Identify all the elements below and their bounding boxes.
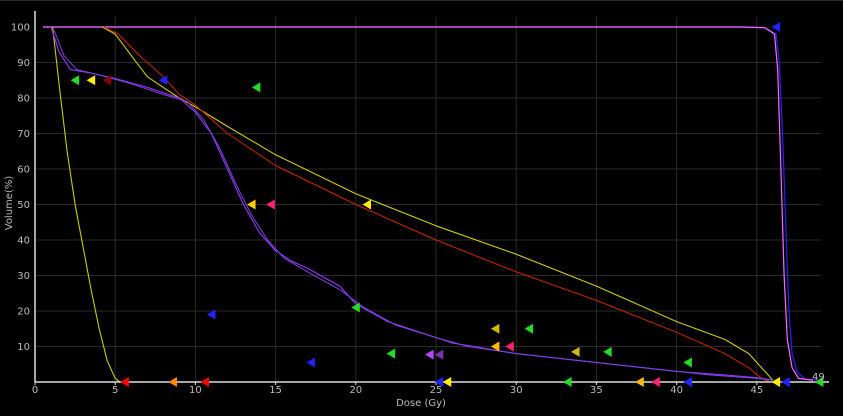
dose-marker [425, 349, 434, 360]
y-tick-labels: 10 20 30 40 50 60 70 80 90 100 [11, 23, 30, 354]
y-tick-label: 30 [17, 271, 30, 282]
series-line-5 [103, 26, 770, 383]
dose-marker [200, 377, 210, 387]
x-tick-label: 5 [112, 385, 118, 396]
y-tick-label: 60 [17, 165, 30, 176]
y-tick-label: 50 [17, 200, 30, 211]
dose-marker [683, 377, 692, 387]
x-tick-label: 45 [750, 385, 763, 396]
dose-marker [266, 199, 275, 210]
y-tick-label: 20 [17, 307, 30, 318]
dose-marker [814, 377, 824, 387]
dose-marker [563, 377, 572, 387]
dose-marker [102, 75, 112, 86]
x-tick-label: 0 [32, 385, 38, 396]
series-line-4 [102, 26, 774, 381]
dose-marker [603, 346, 612, 357]
dose-marker [251, 82, 261, 93]
dose-marker [442, 377, 452, 387]
y-tick-label: 70 [17, 129, 30, 140]
x-tick-label: 15 [269, 385, 282, 396]
x-tick-label: 25 [430, 385, 443, 396]
dose-marker [683, 357, 692, 368]
x-axis-label: Dose (Gy) [396, 398, 446, 409]
dose-marker [490, 341, 500, 352]
y-tick-label: 40 [17, 236, 30, 247]
dose-marker [158, 75, 168, 86]
axes [34, 11, 829, 385]
dose-marker [771, 377, 781, 387]
dose-marker [490, 323, 500, 334]
dose-marker [247, 199, 256, 210]
y-tick-label: 10 [17, 342, 30, 353]
dose-marker [635, 377, 644, 387]
grid [35, 17, 821, 382]
dose-marker [524, 323, 534, 334]
y-tick-label: 90 [17, 58, 30, 69]
series-lines [43, 26, 822, 383]
y-axis-label: Volume(%) [4, 176, 15, 231]
dose-marker [434, 377, 444, 387]
dose-marker [505, 341, 514, 352]
y-tick-label: 100 [11, 23, 30, 34]
dose-marker [651, 377, 660, 387]
x-max-label: 49 [812, 372, 825, 383]
dose-marker [771, 22, 781, 32]
x-tick-label: 40 [670, 385, 683, 396]
x-tick-label: 20 [349, 385, 362, 396]
x-tick-label: 10 [189, 385, 202, 396]
dose-marker [306, 357, 315, 368]
series-line-2 [43, 26, 814, 381]
markers [70, 22, 824, 387]
dose-marker [386, 348, 396, 359]
dose-marker [86, 75, 96, 86]
series-line-3 [52, 26, 121, 383]
y-tick-label: 80 [17, 94, 30, 105]
dose-marker [168, 377, 177, 387]
series-line-7 [53, 30, 773, 381]
dose-marker [351, 302, 360, 313]
dose-marker [120, 377, 129, 387]
x-tick-label: 35 [590, 385, 603, 396]
x-tick-label: 30 [510, 385, 523, 396]
dose-marker [206, 309, 216, 320]
dose-marker [571, 346, 580, 357]
dose-marker [362, 199, 372, 210]
dose-marker [70, 75, 80, 86]
x-tick-labels: 0 5 10 15 20 25 30 35 40 45 [32, 385, 763, 396]
dose-marker [434, 349, 444, 360]
dose-marker [781, 377, 790, 387]
